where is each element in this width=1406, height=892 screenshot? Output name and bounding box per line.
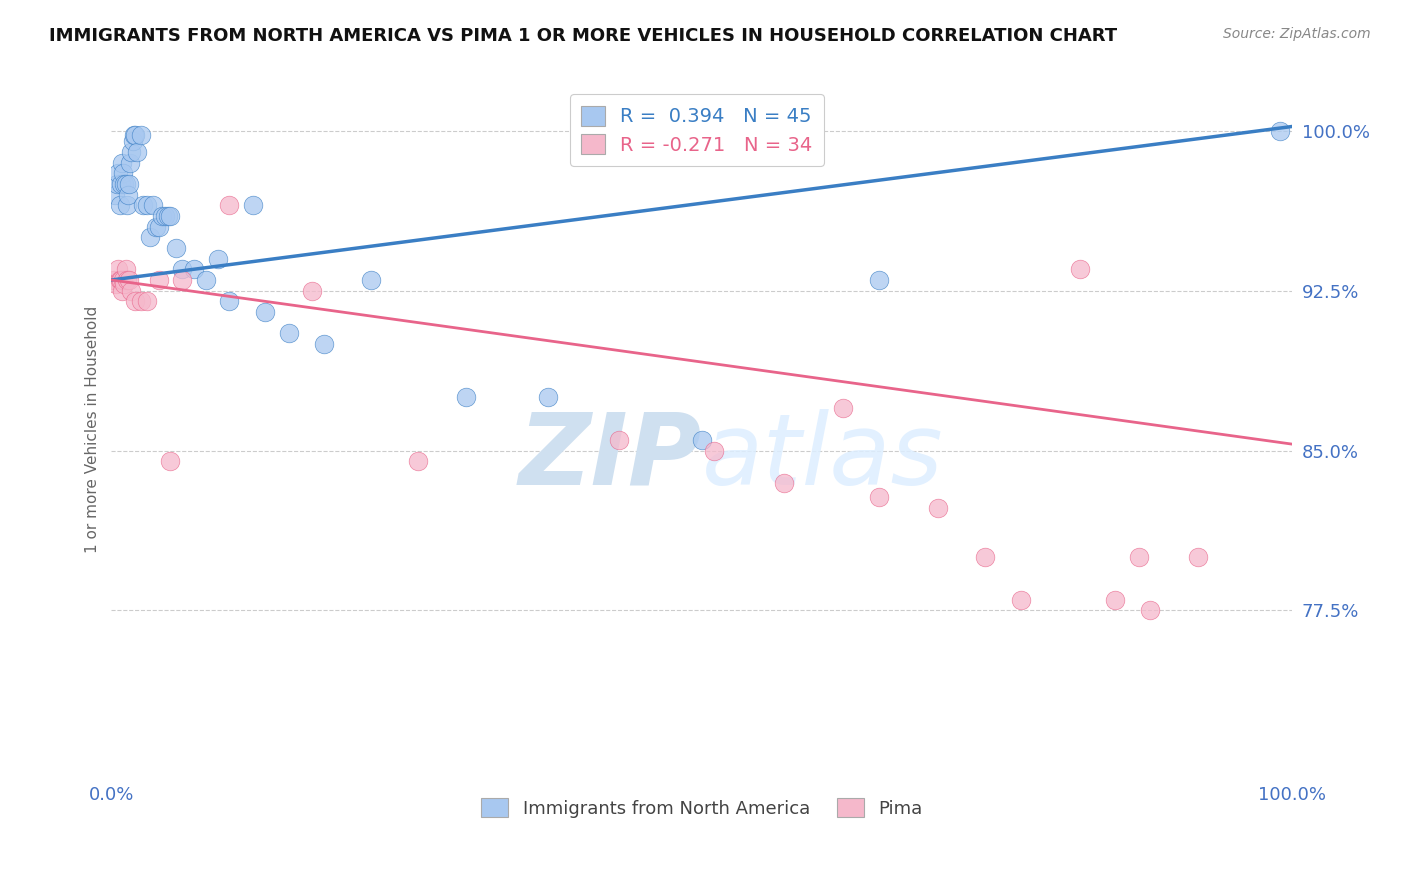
Point	[132, 198, 155, 212]
Point	[301, 284, 323, 298]
Point	[118, 177, 141, 191]
Point	[172, 262, 194, 277]
Point	[408, 454, 430, 468]
Point	[153, 209, 176, 223]
Point	[118, 273, 141, 287]
Point	[157, 209, 180, 223]
Point	[159, 209, 181, 223]
Point	[127, 145, 149, 159]
Text: ZIP: ZIP	[519, 409, 702, 506]
Point	[360, 273, 382, 287]
Point	[183, 262, 205, 277]
Point	[242, 198, 264, 212]
Point	[112, 277, 135, 292]
Point	[165, 241, 187, 255]
Point	[104, 187, 127, 202]
Point	[1270, 124, 1292, 138]
Point	[150, 209, 173, 223]
Point	[1010, 592, 1032, 607]
Point	[703, 443, 725, 458]
Point	[974, 550, 997, 565]
Point	[112, 273, 135, 287]
Point	[207, 252, 229, 266]
Point	[110, 177, 132, 191]
Point	[454, 390, 477, 404]
Point	[1128, 550, 1150, 565]
Point	[145, 219, 167, 234]
Point	[115, 273, 138, 287]
Point	[103, 273, 125, 287]
Point	[135, 198, 157, 212]
Point	[868, 273, 890, 287]
Point	[129, 128, 152, 142]
Point	[124, 128, 146, 142]
Point	[114, 262, 136, 277]
Point	[148, 273, 170, 287]
Point	[112, 177, 135, 191]
Point	[277, 326, 299, 341]
Point	[1187, 550, 1209, 565]
Point	[1069, 262, 1091, 277]
Point	[115, 198, 138, 212]
Point	[129, 294, 152, 309]
Point	[121, 145, 143, 159]
Point	[135, 294, 157, 309]
Point	[159, 454, 181, 468]
Point	[111, 155, 134, 169]
Point	[773, 475, 796, 490]
Point	[1139, 603, 1161, 617]
Point	[110, 273, 132, 287]
Point	[607, 433, 630, 447]
Point	[124, 294, 146, 309]
Point	[121, 284, 143, 298]
Point	[108, 198, 131, 212]
Point	[111, 284, 134, 298]
Point	[142, 198, 165, 212]
Point	[218, 198, 240, 212]
Point	[1104, 592, 1126, 607]
Point	[114, 177, 136, 191]
Point	[112, 166, 135, 180]
Point	[105, 277, 128, 292]
Point	[117, 187, 139, 202]
Point	[832, 401, 855, 415]
Text: Source: ZipAtlas.com: Source: ZipAtlas.com	[1223, 27, 1371, 41]
Point	[122, 128, 145, 142]
Point	[312, 337, 335, 351]
Point	[868, 491, 890, 505]
Point	[108, 273, 131, 287]
Point	[194, 273, 217, 287]
Y-axis label: 1 or more Vehicles in Household: 1 or more Vehicles in Household	[86, 306, 100, 553]
Point	[218, 294, 240, 309]
Point	[107, 166, 129, 180]
Point	[537, 390, 560, 404]
Point	[690, 433, 713, 447]
Text: atlas: atlas	[702, 409, 943, 506]
Point	[148, 219, 170, 234]
Point	[120, 155, 142, 169]
Point	[253, 305, 276, 319]
Text: IMMIGRANTS FROM NORTH AMERICA VS PIMA 1 OR MORE VEHICLES IN HOUSEHOLD CORRELATIO: IMMIGRANTS FROM NORTH AMERICA VS PIMA 1 …	[49, 27, 1118, 45]
Legend: Immigrants from North America, Pima: Immigrants from North America, Pima	[474, 791, 929, 825]
Point	[105, 177, 128, 191]
Point	[927, 501, 949, 516]
Point	[139, 230, 162, 244]
Point	[121, 135, 143, 149]
Point	[107, 262, 129, 277]
Point	[172, 273, 194, 287]
